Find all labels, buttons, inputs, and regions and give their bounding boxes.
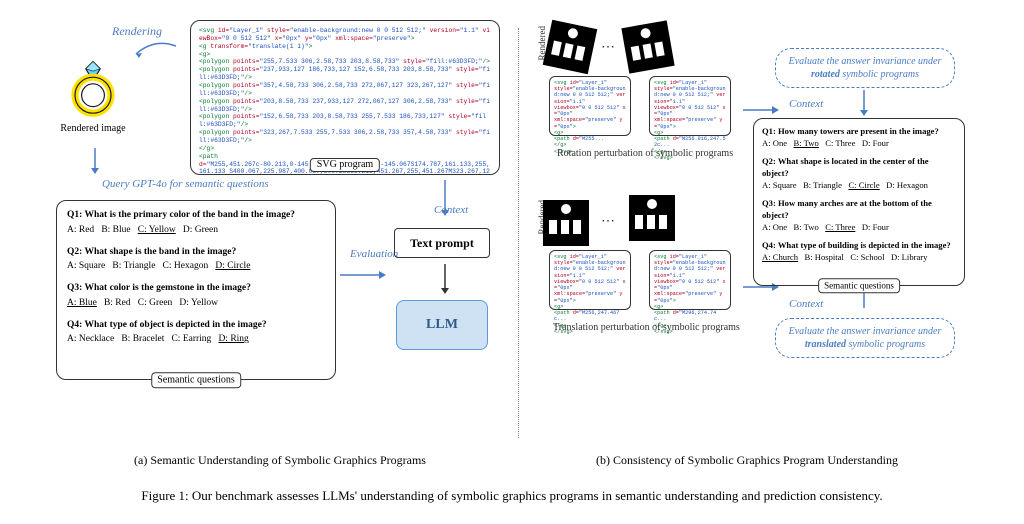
questions-caption-b: Semantic questions — [818, 279, 900, 294]
translation-renderings: ⋯ — [547, 198, 671, 244]
eval-rotated-bubble: Evaluate the answer invariance under rot… — [775, 48, 955, 88]
arrow-down-icon — [438, 262, 452, 296]
semantic-questions-b: Q1: How many towers are present in the i… — [753, 118, 965, 286]
rendering-label: Rendering — [112, 24, 162, 39]
svg-code-box: <svg id="Layer_1" style="enable-backgrou… — [190, 20, 500, 175]
questions-caption-a: Semantic questions — [151, 372, 241, 389]
church-icon — [629, 195, 675, 241]
eval-rotated-text: Evaluate the answer invariance under rot… — [789, 56, 942, 80]
ellipsis: ⋯ — [601, 39, 617, 56]
ring-icon — [63, 58, 123, 118]
rendered-image: Rendered image — [58, 58, 128, 138]
evaluation-label: Evaluation — [350, 248, 398, 260]
panel-divider — [518, 28, 519, 438]
arrow-down-icon — [857, 88, 871, 118]
rotation-perturb-label: Rotation perturbation of symbolic progra… — [557, 148, 733, 159]
eval-translated-text: Evaluate the answer invariance under tra… — [789, 326, 942, 350]
arrow-right-icon — [338, 268, 388, 282]
mini-code-box: <svg id="Layer_1"style="enable-backgroun… — [549, 250, 631, 310]
panel-a-caption: (a) Semantic Understanding of Symbolic G… — [50, 453, 510, 468]
svg-code-content: <svg id="Layer_1" style="enable-backgrou… — [199, 27, 491, 175]
arrow-right-icon — [741, 103, 781, 117]
figure-area: Rendering Rendered image <svg id="Layer_… — [50, 18, 974, 468]
figure-caption: Figure 1: Our benchmark assesses LLMs' u… — [0, 488, 1024, 504]
rotation-renderings: ⋯ — [547, 24, 671, 70]
semantic-questions-a: Q1: What is the primary color of the ban… — [56, 200, 336, 380]
text-prompt-box: Text prompt — [394, 228, 490, 258]
rendered-image-caption: Rendered image — [58, 123, 128, 134]
mini-code-box: <svg id="Layer_1"style="enable-backgroun… — [549, 76, 631, 136]
panel-b: Rendered Rendered Rendered Rendered ⋯ <s… — [527, 18, 967, 468]
eval-translated-bubble: Evaluate the answer invariance under tra… — [775, 318, 955, 358]
translation-perturb-label: Translation perturbation of symbolic pro… — [553, 322, 740, 333]
svg-box-caption: SVG program — [310, 158, 380, 173]
panel-b-caption: (b) Consistency of Symbolic Graphics Pro… — [527, 453, 967, 468]
panel-a: Rendering Rendered image <svg id="Layer_… — [50, 18, 510, 468]
arrow-down-icon — [438, 178, 452, 218]
context-label-b2: Context — [789, 298, 823, 310]
mini-code-box: <svg id="Layer_1"style="enable-backgroun… — [649, 76, 731, 136]
context-label-b1: Context — [789, 98, 823, 110]
mini-code-box: <svg id="Layer_1"style="enable-backgroun… — [649, 250, 731, 310]
arrow-down-icon — [88, 146, 102, 176]
ellipsis: ⋯ — [601, 213, 617, 230]
render-arrow — [132, 42, 178, 60]
gpt-query-label: Query GPT-4o for semantic questions — [102, 178, 269, 190]
church-icon — [621, 20, 674, 73]
llm-box: LLM — [396, 300, 488, 350]
church-icon — [543, 20, 598, 75]
church-icon — [543, 200, 589, 246]
